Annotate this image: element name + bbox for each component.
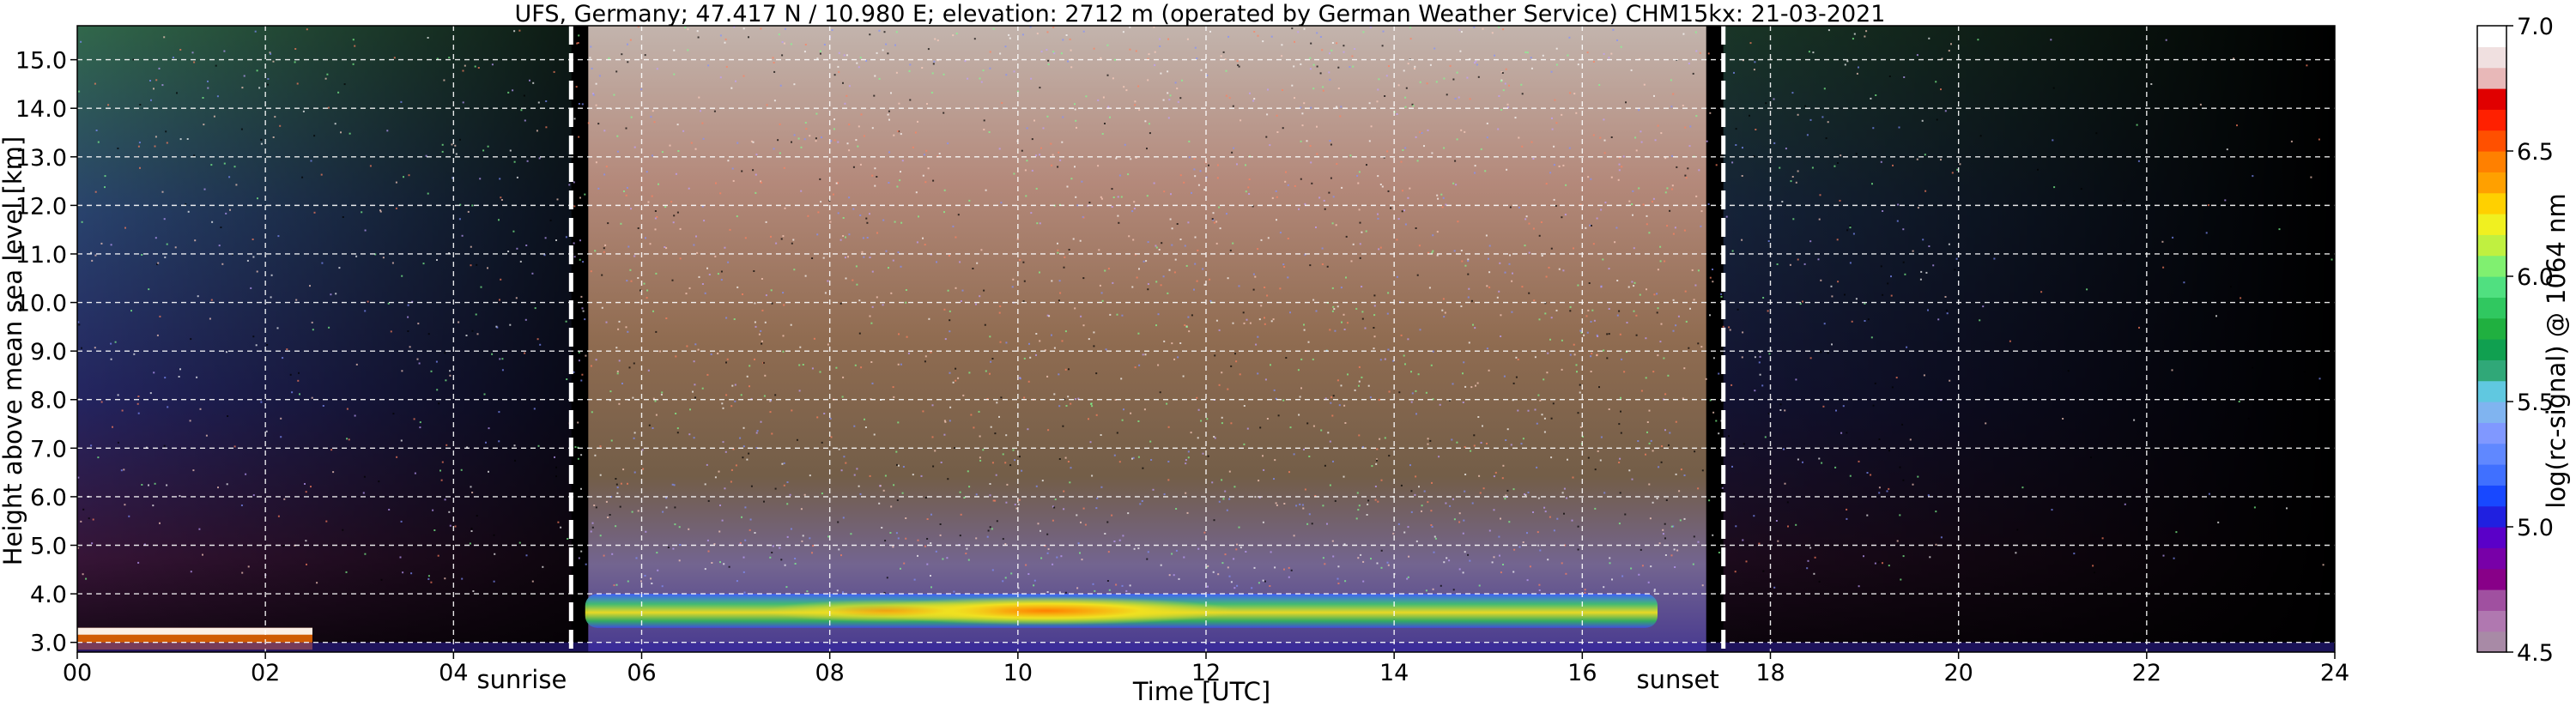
colorbar-segment: [2477, 485, 2506, 507]
colorbar-segment: [2477, 255, 2506, 277]
colorbar-segment: [2477, 172, 2506, 194]
x-tick-label: 24: [2320, 660, 2349, 686]
colorbar-segment: [2477, 151, 2506, 172]
sunrise-label: sunrise: [477, 665, 567, 694]
y-tick-label: 5.0: [30, 534, 67, 560]
colorbar-segment: [2477, 547, 2506, 570]
colorbar-segment: [2477, 46, 2506, 69]
daylight-signal: [588, 26, 1706, 652]
y-axis-label: Height above mean sea level [km]: [0, 136, 27, 565]
y-tick-label: 6.0: [30, 485, 67, 511]
y-tick-label: 7.0: [30, 436, 67, 462]
colorbar-label: log(rc-signal) @ 1064 nm: [2542, 193, 2571, 508]
y-tick-label: 8.0: [30, 388, 67, 414]
colorbar-segment: [2477, 26, 2506, 47]
colorbar-segment: [2477, 88, 2506, 110]
x-tick-label: 20: [1943, 660, 1973, 686]
y-tick-label: 14.0: [15, 96, 67, 123]
y-tick-label: 11.0: [15, 242, 67, 269]
colorbar-tick-label: 5.5: [2517, 390, 2554, 416]
x-tick-label: 16: [1567, 660, 1597, 686]
colorbar-segment: [2477, 67, 2506, 89]
x-axis-label: Time [UTC]: [1132, 677, 1270, 706]
colorbar-frame: [2476, 25, 2507, 653]
colorbar-segment: [2477, 297, 2506, 319]
colorbar-segment: [2477, 589, 2506, 611]
colorbar-segment: [2477, 568, 2506, 590]
ground-level-band: [77, 642, 2335, 652]
colorbar-segment: [2477, 422, 2506, 444]
sunset-label: sunset: [1637, 665, 1719, 694]
colorbar-segment: [2477, 443, 2506, 465]
event-lines: sunrise sunset: [477, 26, 1726, 694]
night-fade: [77, 26, 572, 652]
colorbar-segment: [2477, 234, 2506, 257]
colorbar-tick-label: 4.5: [2517, 640, 2554, 667]
y-tick-label: 10.0: [15, 291, 67, 317]
colorbar-segment: [2477, 339, 2506, 360]
colorbar-tick-label: 6.0: [2517, 264, 2554, 291]
colorbar-segment: [2477, 360, 2506, 382]
x-tick-label: 12: [1191, 660, 1221, 686]
x-tick-label: 18: [1755, 660, 1785, 686]
x-tick-label: 02: [251, 660, 280, 686]
y-tick-label: 3.0: [30, 631, 67, 657]
y-tick-label: 4.0: [30, 582, 67, 608]
x-tick-label: 06: [627, 660, 656, 686]
colorbar-segment: [2477, 527, 2506, 548]
colorbar-segment: [2477, 380, 2506, 402]
x-tick-label: 14: [1379, 660, 1409, 686]
cloud-layer-core-2: [766, 599, 1007, 623]
night-fade-right: [1723, 26, 2335, 652]
colorbar-segment: [2477, 214, 2506, 235]
grid-lines: [77, 26, 2335, 652]
colorbar-segment: [2477, 192, 2506, 215]
colorbar-segment: [2477, 464, 2506, 486]
y-tick-label: 12.0: [15, 193, 67, 220]
colorbar-segment: [2477, 276, 2506, 298]
y-tick-label: 9.0: [30, 339, 67, 366]
colorbar-segment: [2477, 130, 2506, 152]
signal-features: [77, 594, 2335, 652]
colorbar-segment: [2477, 109, 2506, 131]
y-tick-label: 15.0: [15, 48, 67, 75]
colorbar-segment: [2477, 505, 2506, 528]
colorbar-tick-label: 6.5: [2517, 139, 2554, 166]
x-tick-label: 10: [1003, 660, 1033, 686]
x-tick-label: 00: [63, 660, 92, 686]
surface-layer-top: [77, 627, 312, 635]
colorbar-tick-label: 7.0: [2517, 14, 2554, 40]
noise-texture: [77, 26, 2333, 594]
colorbar-segment: [2477, 610, 2506, 632]
chart-title: UFS, Germany; 47.417 N / 10.980 E; eleva…: [515, 1, 1886, 27]
colorbar-segment: [2477, 402, 2506, 423]
x-tick-label: 22: [2132, 660, 2161, 686]
colorbar-tick-label: 5.0: [2517, 515, 2554, 541]
colorbar: 4.5 5.0 5.5 6.0 6.5 7.0: [2476, 14, 2554, 667]
colorbar-segment: [2477, 631, 2506, 653]
x-tick-label: 08: [815, 660, 844, 686]
axes: 00 02 04 06 08 10 12 14 16 18 20 22 24 3.0 4.0 5.0 6.0 7.…: [15, 25, 2349, 686]
y-tick-label: 13.0: [15, 145, 67, 172]
colorbar-segment: [2477, 317, 2506, 340]
x-tick-label: 04: [439, 660, 468, 686]
